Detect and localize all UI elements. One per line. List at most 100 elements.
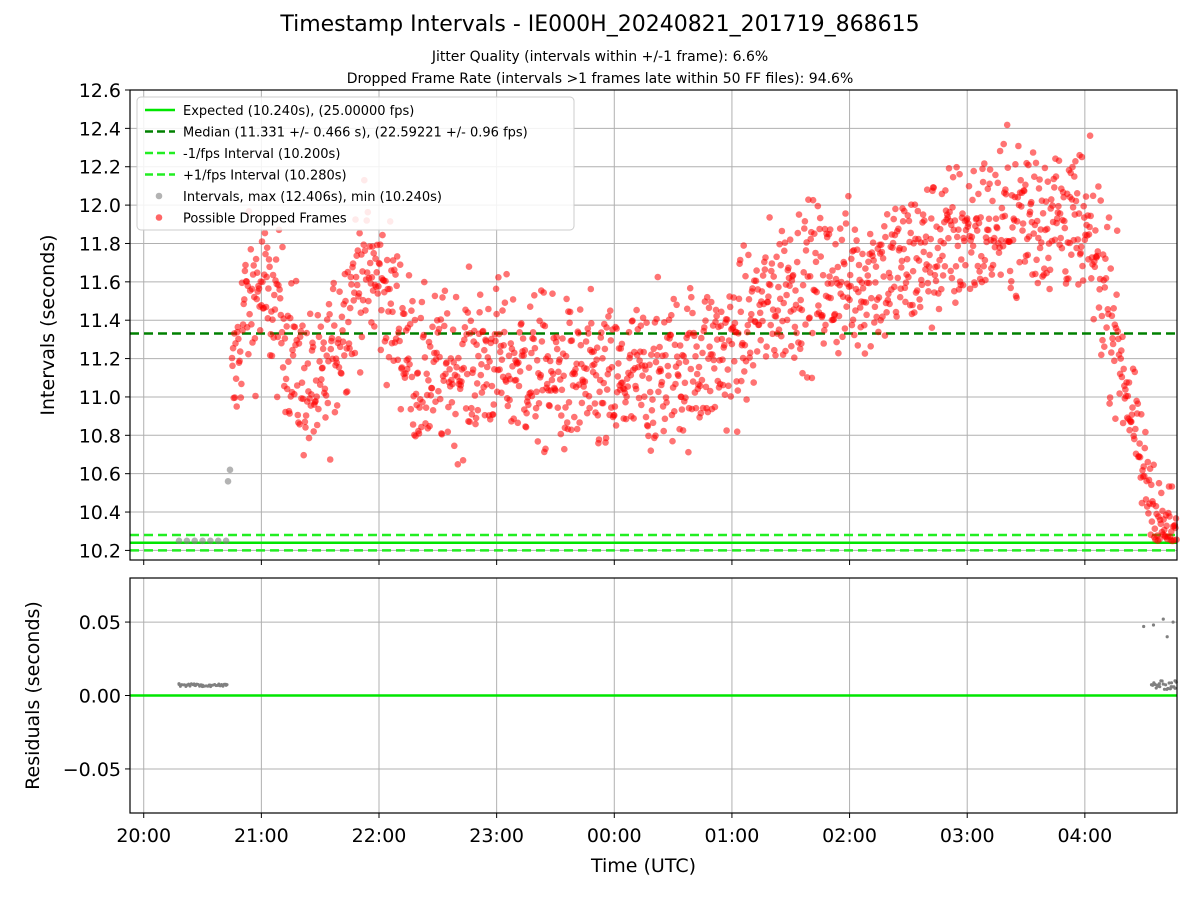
top-ytick-label: 11.4 [79, 310, 121, 332]
dropped-frame-point [419, 398, 426, 406]
dropped-frame-point [646, 388, 654, 396]
dropped-frame-point [583, 409, 591, 417]
dropped-frame-point [407, 405, 415, 413]
dropped-frame-point [501, 299, 509, 307]
dropped-frame-point [582, 338, 590, 345]
dropped-frame-point [920, 248, 927, 256]
dropped-frame-point [568, 337, 576, 344]
chart-title: Timestamp Intervals - IE000H_20240821_20… [280, 12, 920, 37]
dropped-frame-point [879, 254, 887, 262]
dropped-frame-point [693, 370, 701, 378]
dropped-frame-point [881, 223, 888, 230]
dropped-frame-point [1018, 203, 1025, 210]
dropped-frame-point [733, 428, 741, 436]
dropped-frame-point [695, 363, 703, 371]
dropped-frame-point [969, 196, 976, 204]
dropped-frame-point [806, 314, 813, 322]
dropped-frame-point [1141, 472, 1148, 480]
dropped-frame-point [451, 442, 458, 450]
dropped-frame-point [1131, 435, 1138, 443]
dropped-frame-point [1091, 263, 1099, 271]
dropped-frame-point [262, 303, 270, 311]
dropped-frame-point [828, 280, 835, 287]
dropped-frame-point [989, 197, 996, 205]
dropped-frame-point [1028, 198, 1035, 206]
dropped-frame-point [459, 457, 467, 464]
dropped-frame-point [986, 166, 994, 173]
dropped-frame-point [1071, 173, 1078, 180]
dropped-frame-point [504, 402, 512, 410]
dropped-frame-point [635, 394, 643, 402]
dropped-frame-point [492, 285, 500, 293]
dropped-frame-point [661, 415, 669, 423]
dropped-frame-point [1105, 214, 1113, 221]
dropped-frame-point [322, 414, 329, 421]
dropped-frame-point [752, 277, 760, 285]
dropped-frame-point [473, 380, 481, 387]
dropped-frame-point [525, 401, 532, 409]
dropped-frame-point [841, 325, 849, 332]
dropped-frame-point [775, 326, 783, 334]
dropped-frame-point [580, 383, 587, 390]
dropped-frame-point [601, 345, 609, 353]
dropped-frame-point [959, 281, 967, 289]
dropped-frame-point [250, 262, 257, 269]
dropped-frame-point [832, 240, 839, 248]
dropped-frame-point [808, 374, 816, 382]
dropped-frame-point [721, 341, 728, 349]
dropped-frame-point [503, 270, 510, 278]
dropped-frame-point [365, 297, 372, 305]
dropped-frame-point [611, 412, 618, 419]
dropped-frame-point [573, 360, 580, 368]
dropped-frame-point [645, 432, 652, 440]
dropped-frame-point [933, 263, 941, 270]
dropped-frame-point [396, 261, 404, 269]
dropped-frame-point [461, 336, 468, 344]
dropped-frame-point [861, 321, 868, 329]
dropped-frame-point [669, 437, 676, 445]
dropped-frame-point [1122, 386, 1129, 393]
dropped-frame-point [1065, 275, 1072, 282]
dropped-frame-point [691, 332, 698, 340]
dropped-frame-point [864, 272, 872, 279]
interval-point [224, 478, 232, 485]
dropped-frame-point [718, 335, 726, 343]
dropped-frame-point [255, 285, 263, 292]
dropped-frame-point [905, 273, 912, 281]
xtick-label: 21:00 [234, 825, 289, 847]
dropped-frame-point [486, 358, 493, 365]
dropped-frame-point [721, 391, 729, 399]
dropped-frame-point [945, 165, 953, 172]
dropped-frame-point [759, 272, 767, 279]
dropped-frame-point [386, 285, 393, 293]
dropped-frame-point [347, 273, 355, 281]
dropped-frame-point [549, 370, 557, 378]
dropped-frame-point [514, 419, 522, 427]
dropped-frame-point [801, 225, 808, 232]
dropped-frame-point [785, 264, 792, 272]
dropped-frame-point [1120, 365, 1127, 373]
dropped-frame-point [901, 284, 909, 292]
dropped-frame-point [799, 281, 807, 289]
dropped-frame-point [994, 179, 1002, 187]
dropped-frame-point [1036, 176, 1043, 183]
dropped-frame-point [968, 249, 975, 256]
dropped-frame-point [1057, 234, 1064, 242]
dropped-frame-point [1009, 224, 1016, 231]
dropped-frame-point [921, 239, 929, 246]
dropped-frame-point [955, 226, 962, 233]
dropped-frame-point [802, 321, 809, 328]
dropped-frame-point [746, 349, 754, 357]
dropped-frame-point [761, 266, 769, 273]
dropped-frame-point [815, 302, 822, 309]
top-ytick-label: 10.6 [79, 464, 121, 486]
dropped-frame-point [753, 267, 760, 274]
dropped-frame-point [952, 263, 960, 270]
dropped-frame-point [261, 229, 269, 237]
dropped-frame-point [1036, 244, 1044, 252]
dropped-frame-point [814, 202, 822, 210]
dropped-frame-point [675, 359, 683, 367]
dropped-frame-point [974, 262, 982, 270]
dropped-frame-point [639, 372, 646, 380]
dropped-frame-point [593, 356, 600, 364]
